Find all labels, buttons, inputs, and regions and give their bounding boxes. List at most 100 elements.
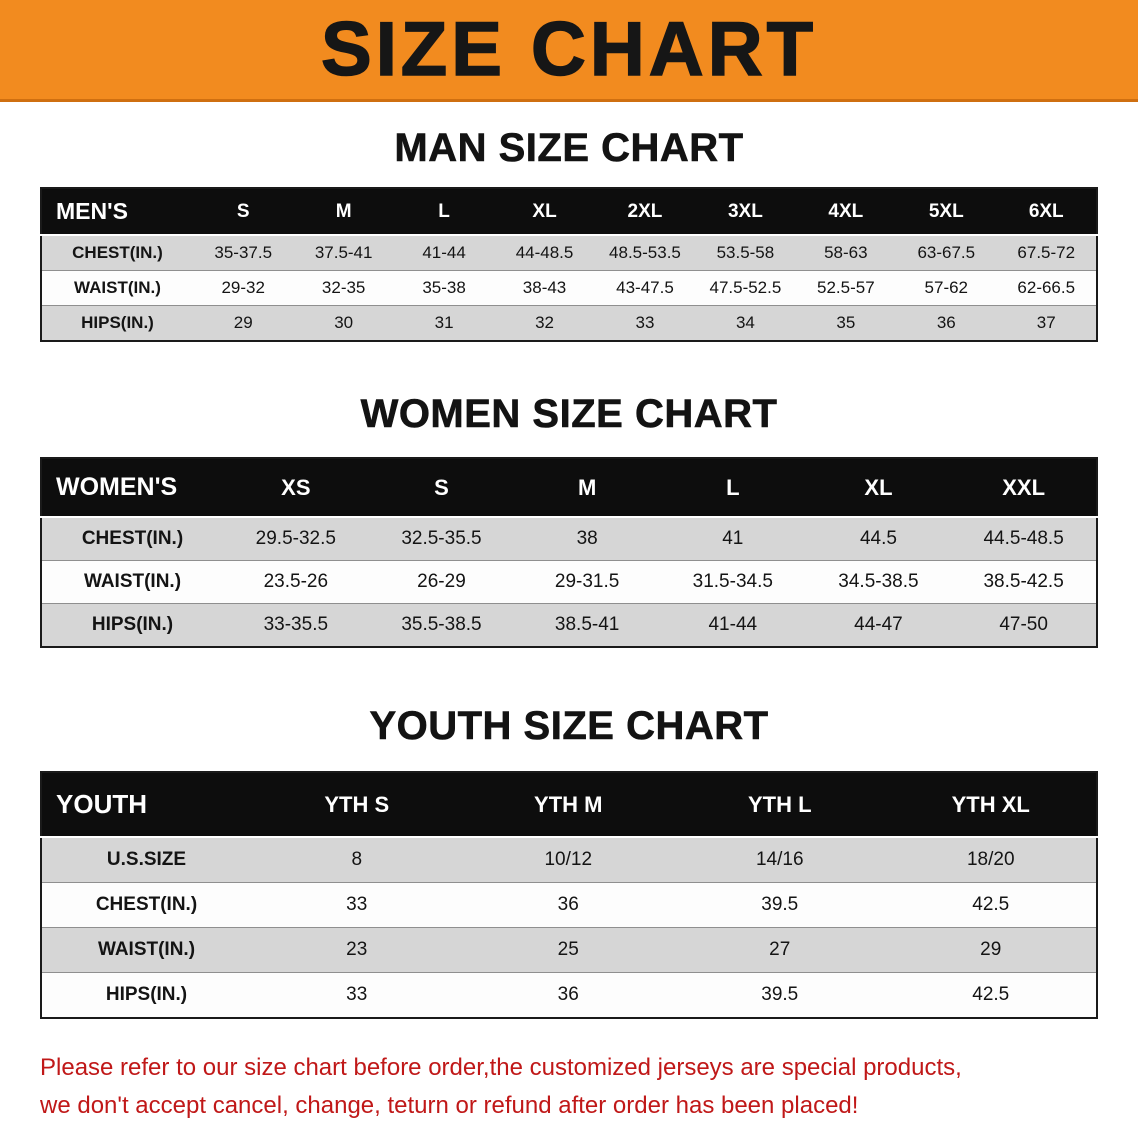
size-column-header: L — [393, 188, 495, 236]
size-value-cell: 37.5-41 — [314, 243, 373, 262]
men-size-table: MEN'S S M L XL 2XL 3XL 4XL 5XL 6XL CHEST(IN.) 35-37… — [40, 187, 1098, 342]
size-column-header: YTH L — [674, 772, 886, 838]
size-column-header: M — [293, 188, 394, 236]
row-label: CHEST(IN.) — [95, 894, 198, 915]
row-label: U.S.SIZE — [106, 849, 187, 870]
size-value-cell: 44-48.5 — [515, 243, 574, 262]
size-value-cell: 34 — [735, 313, 755, 332]
size-value-cell: 44-47 — [854, 614, 903, 635]
size-value-cell: 52.5-57 — [817, 278, 875, 297]
size-value-cell: 29 — [980, 939, 1002, 960]
size-value-cell: 18/20 — [966, 849, 1015, 870]
men-size-section: MAN SIZE CHART MEN'S S M L XL 2XL 3XL 4XL 5XL 6XL… — [0, 126, 1138, 342]
size-value-cell: 23 — [346, 939, 368, 960]
size-value-cell: 32 — [535, 313, 554, 332]
size-value-cell: 35-38 — [422, 278, 466, 297]
youth-size-section: YOUTH SIZE CHART YOUTH YTH S YTH M YTH L YTH… — [0, 704, 1138, 1019]
size-value-cell: 37 — [1036, 313, 1056, 332]
table-row: HIPS(IN.) 33-35.5 35.5-38.5 38.5-41 41-44 44-… — [41, 603, 1097, 647]
table-row: HIPS(IN.) 29 30 31 32 33 34 35 36 37 — [41, 305, 1097, 341]
size-column-header: S — [368, 458, 515, 518]
row-label: HIPS(IN.) — [91, 614, 174, 635]
size-value-cell: 63-67.5 — [917, 243, 976, 262]
size-column-header: 6XL — [996, 188, 1097, 236]
size-column-header: S — [193, 188, 294, 236]
table-row: WAIST(IN.) 23 25 27 29 — [41, 927, 1097, 973]
women-size-heading: WOMEN SIZE CHART — [360, 392, 778, 437]
row-label: WAIST(IN.) — [97, 939, 196, 960]
size-column-header: XXL — [951, 458, 1097, 518]
size-column-header: YTH XL — [885, 772, 1097, 838]
size-value-cell: 35 — [836, 313, 856, 332]
size-value-cell: 10/12 — [544, 849, 593, 870]
banner-title: SIZE CHART — [320, 6, 817, 92]
size-value-cell: 41-44 — [422, 243, 466, 262]
row-label: HIPS(IN.) — [81, 313, 154, 332]
size-column-header: M — [514, 458, 660, 518]
size-value-cell: 29-32 — [221, 278, 265, 297]
size-value-cell: 62-66.5 — [1017, 278, 1076, 297]
size-value-cell: 42.5 — [972, 984, 1010, 1005]
size-column-header: XL — [805, 458, 952, 518]
size-value-cell: 35-37.5 — [214, 243, 273, 262]
table-corner-label: MEN'S — [41, 188, 193, 236]
size-value-cell: 29.5-32.5 — [255, 528, 336, 549]
table-row: CHEST(IN.) 33 36 39.5 42.5 — [41, 882, 1097, 928]
table-row: CHEST(IN.) 35-37.5 37.5-41 41-44 44-48.5 48.5… — [41, 235, 1097, 271]
size-value-cell: 33 — [346, 984, 368, 1005]
row-label: CHEST(IN.) — [72, 243, 163, 262]
row-label: CHEST(IN.) — [81, 528, 184, 549]
youth-size-heading: YOUTH SIZE CHART — [369, 704, 769, 749]
row-label: HIPS(IN.) — [105, 984, 188, 1005]
size-value-cell: 31 — [434, 313, 454, 332]
table-row: CHEST(IN.) 29.5-32.5 32.5-35.5 38 41 44.5 44.5… — [41, 517, 1097, 561]
table-header-row: WOMEN'S XS S M L XL XXL — [41, 458, 1097, 518]
size-column-header: XS — [223, 458, 369, 518]
size-value-cell: 26-29 — [417, 571, 466, 592]
row-label: WAIST(IN.) — [74, 278, 161, 297]
size-value-cell: 30 — [334, 313, 354, 332]
size-value-cell: 25 — [557, 939, 579, 960]
size-value-cell: 57-62 — [924, 278, 969, 297]
size-value-cell: 8 — [351, 849, 363, 870]
size-column-header: L — [659, 458, 806, 518]
disclaimer-line-1: Please refer to our size chart before or… — [40, 1054, 962, 1081]
size-value-cell: 39.5 — [761, 984, 799, 1005]
size-value-cell: 38.5-42.5 — [983, 571, 1064, 592]
women-size-section: WOMEN SIZE CHART WOMEN'S XS S M L XL XXL CHEST(… — [0, 392, 1138, 648]
size-value-cell: 29-31.5 — [554, 571, 620, 592]
table-header-row: YOUTH YTH S YTH M YTH L YTH XL — [41, 772, 1097, 838]
size-column-header: 5XL — [896, 188, 997, 236]
size-column-header: 3XL — [695, 188, 796, 236]
size-value-cell: 48.5-53.5 — [609, 243, 681, 262]
size-value-cell: 44.5 — [859, 528, 897, 549]
size-value-cell: 42.5 — [972, 894, 1010, 915]
table-corner-label: YOUTH — [41, 772, 251, 838]
size-column-header: YTH S — [251, 772, 463, 838]
size-value-cell: 41 — [722, 528, 744, 549]
size-value-cell: 41-44 — [708, 614, 758, 635]
size-value-cell: 38-43 — [522, 278, 567, 297]
size-value-cell: 36 — [936, 313, 956, 332]
size-value-cell: 39.5 — [761, 894, 799, 915]
disclaimer-line-2: we don't accept cancel, change, teturn o… — [40, 1092, 859, 1120]
disclaimer: Please refer to our size chart before or… — [40, 1049, 1138, 1126]
size-value-cell: 33-35.5 — [263, 614, 329, 635]
youth-size-table: YOUTH YTH S YTH M YTH L YTH XL U.S.SIZE 8 10/12… — [40, 771, 1098, 1019]
size-value-cell: 14/16 — [755, 849, 804, 870]
table-row: WAIST(IN.) 29-32 32-35 35-38 38-43 43-47.5 47.… — [41, 270, 1097, 306]
size-chart-content: MAN SIZE CHART MEN'S S M L XL 2XL 3XL 4XL 5XL 6XL… — [0, 126, 1138, 1126]
size-column-header: 4XL — [795, 188, 897, 236]
size-value-cell: 29 — [233, 313, 253, 332]
women-size-table: WOMEN'S XS S M L XL XXL CHEST(IN.) 29.5-32.5 32.5… — [40, 457, 1098, 648]
size-column-header: XL — [494, 188, 595, 236]
size-value-cell: 34.5-38.5 — [838, 571, 919, 592]
size-value-cell: 47-50 — [999, 614, 1048, 635]
size-value-cell: 32-35 — [321, 278, 366, 297]
size-value-cell: 36 — [557, 894, 579, 915]
size-value-cell: 47.5-52.5 — [709, 278, 782, 297]
men-size-heading: MAN SIZE CHART — [394, 126, 744, 171]
size-value-cell: 23.5-26 — [263, 571, 329, 592]
row-label: WAIST(IN.) — [83, 571, 182, 592]
size-value-cell: 44.5-48.5 — [983, 528, 1064, 549]
